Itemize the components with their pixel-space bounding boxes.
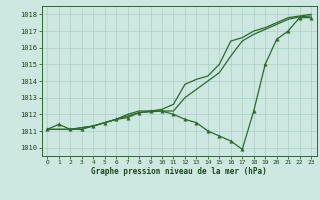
X-axis label: Graphe pression niveau de la mer (hPa): Graphe pression niveau de la mer (hPa) xyxy=(91,167,267,176)
